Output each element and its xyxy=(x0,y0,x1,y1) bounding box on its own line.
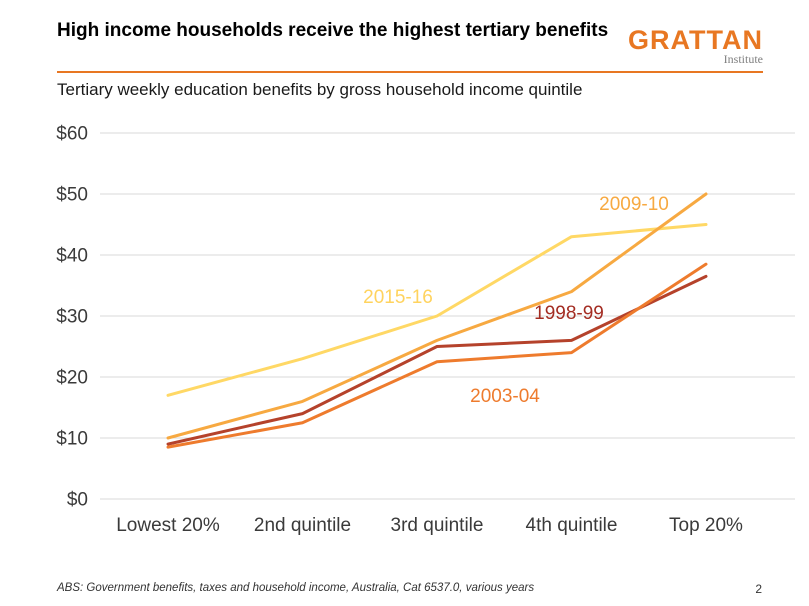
page-number: 2 xyxy=(755,582,762,596)
x-axis-label: Lowest 20% xyxy=(116,515,220,536)
x-axis-label: Top 20% xyxy=(669,515,743,536)
y-tick-label: $40 xyxy=(56,246,88,267)
series-label-2003-04: 2003-04 xyxy=(470,386,540,407)
x-axis-label: 4th quintile xyxy=(526,515,618,536)
series-line-1998-99 xyxy=(166,274,708,446)
series-line-2009-10 xyxy=(166,192,708,440)
series-line-2003-04 xyxy=(166,262,708,449)
y-tick-label: $10 xyxy=(56,429,88,450)
x-axis-label: 3rd quintile xyxy=(391,515,484,536)
series-label-1998-99: 1998-99 xyxy=(534,303,604,324)
y-tick-label: $60 xyxy=(56,124,88,145)
y-tick-label: $0 xyxy=(67,490,88,511)
y-tick-label: $30 xyxy=(56,307,88,328)
series-label-2015-16: 2015-16 xyxy=(363,287,433,308)
source-note: ABS: Government benefits, taxes and hous… xyxy=(57,582,535,594)
x-axis-label: 2nd quintile xyxy=(254,515,351,536)
page-title: High income households receive the highe… xyxy=(57,20,609,41)
grattan-logo-institute: Institute xyxy=(723,52,763,66)
grattan-logo-wordmark: GRATTAN xyxy=(628,25,763,55)
header-rule xyxy=(57,71,763,73)
series-line-2015-16 xyxy=(166,223,708,397)
y-tick-label: $50 xyxy=(56,185,88,206)
chart-subtitle: Tertiary weekly education benefits by gr… xyxy=(57,80,583,99)
y-tick-label: $20 xyxy=(56,368,88,389)
grattan-logo: GRATTAN Institute xyxy=(628,25,763,66)
series-label-2009-10: 2009-10 xyxy=(599,194,669,215)
